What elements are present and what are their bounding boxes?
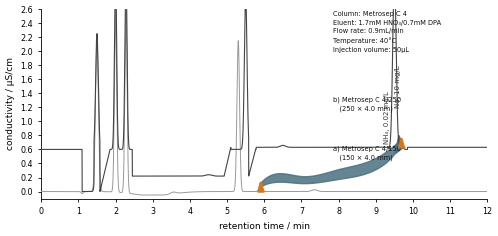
Text: b) Metrosep C 4/250
   (250 × 4.0 mm): b) Metrosep C 4/250 (250 × 4.0 mm): [334, 96, 401, 112]
Text: Na, 10 mg/L: Na, 10 mg/L: [395, 65, 401, 108]
Text: a) Metrosep C 4/150
   (150 × 4.0 mm): a) Metrosep C 4/150 (150 × 4.0 mm): [334, 146, 401, 161]
X-axis label: retention time / min: retention time / min: [219, 221, 310, 230]
Y-axis label: conductivity / μS/cm: conductivity / μS/cm: [5, 57, 14, 150]
Text: NH₄, 0.02 mg/L: NH₄, 0.02 mg/L: [384, 91, 390, 144]
Text: Column: Metrosep C 4
Eluent: 1.7mM HNO₃/0.7mM DPA
Flow rate: 0.9mL/min
Temperatu: Column: Metrosep C 4 Eluent: 1.7mM HNO₃/…: [334, 11, 442, 53]
Polygon shape: [395, 135, 404, 154]
